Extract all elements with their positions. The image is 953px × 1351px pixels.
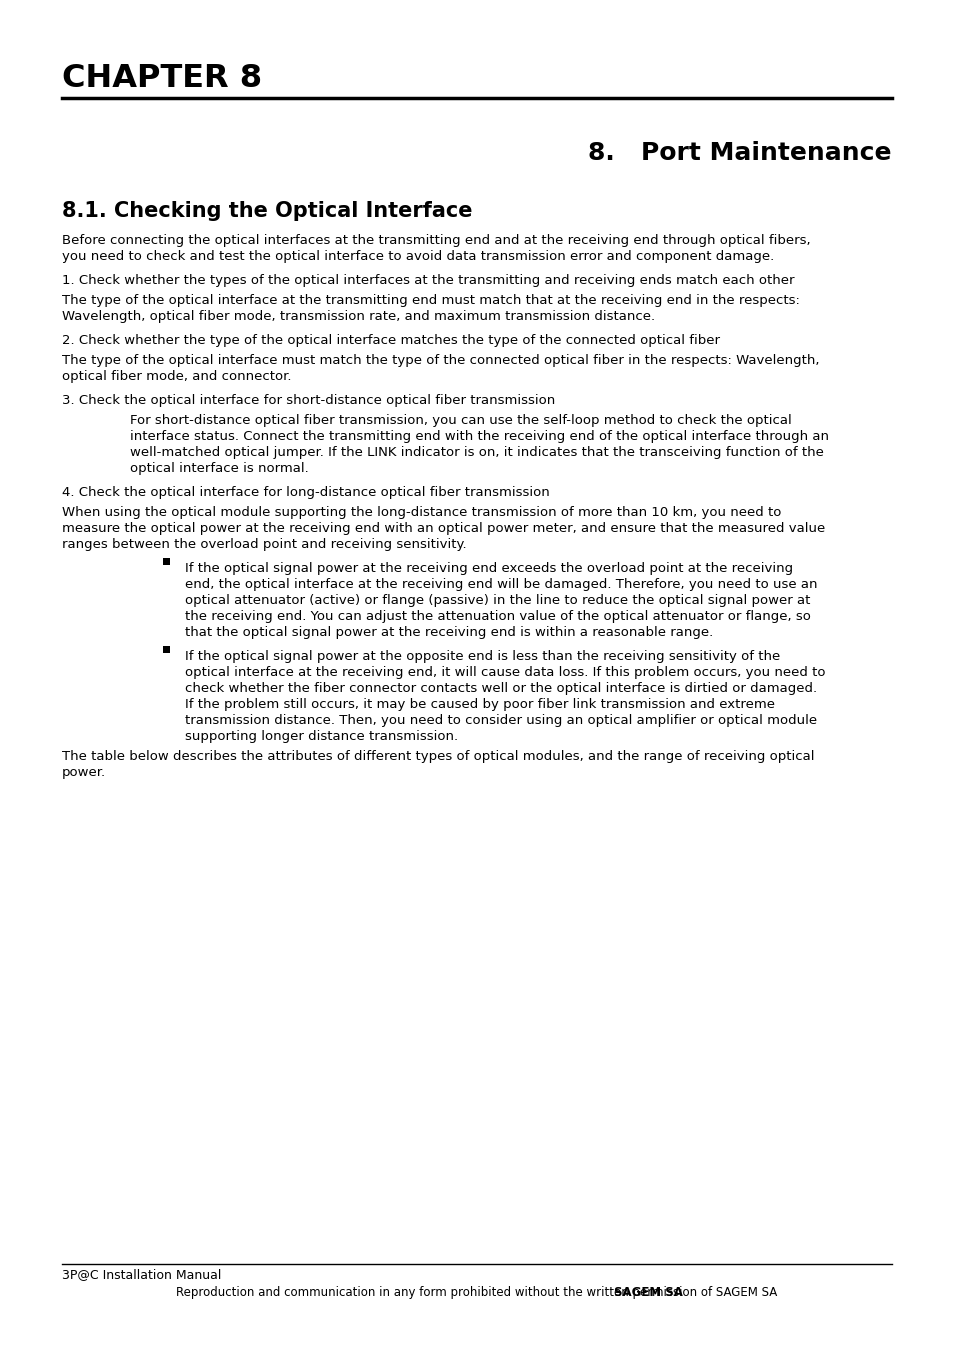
Text: Reproduction and communication in any form prohibited without the written permis: Reproduction and communication in any fo… (176, 1286, 777, 1300)
Text: you need to check and test the optical interface to avoid data transmission erro: you need to check and test the optical i… (62, 250, 774, 263)
Text: the receiving end. You can adjust the attenuation value of the optical attenuato: the receiving end. You can adjust the at… (185, 611, 810, 623)
Text: that the optical signal power at the receiving end is within a reasonable range.: that the optical signal power at the rec… (185, 626, 713, 639)
Text: 3. Check the optical interface for short-distance optical fiber transmission: 3. Check the optical interface for short… (62, 394, 555, 407)
Text: 1. Check whether the types of the optical interfaces at the transmitting and rec: 1. Check whether the types of the optica… (62, 274, 794, 286)
Text: The type of the optical interface must match the type of the connected optical f: The type of the optical interface must m… (62, 354, 819, 367)
Text: 4. Check the optical interface for long-distance optical fiber transmission: 4. Check the optical interface for long-… (62, 486, 549, 499)
Text: The table below describes the attributes of different types of optical modules, : The table below describes the attributes… (62, 750, 814, 763)
Text: If the problem still occurs, it may be caused by poor fiber link transmission an: If the problem still occurs, it may be c… (185, 698, 774, 711)
Text: transmission distance. Then, you need to consider using an optical amplifier or : transmission distance. Then, you need to… (185, 713, 817, 727)
Text: supporting longer distance transmission.: supporting longer distance transmission. (185, 730, 457, 743)
Bar (163, 646, 170, 653)
Text: When using the optical module supporting the long-distance transmission of more : When using the optical module supporting… (62, 507, 781, 519)
Text: If the optical signal power at the opposite end is less than the receiving sensi: If the optical signal power at the oppos… (185, 650, 780, 663)
Text: For short-distance optical fiber transmission, you can use the self-loop method : For short-distance optical fiber transmi… (130, 413, 791, 427)
Text: 8.   Port Maintenance: 8. Port Maintenance (588, 141, 891, 165)
Text: power.: power. (62, 766, 106, 780)
Text: 3P@C Installation Manual: 3P@C Installation Manual (62, 1269, 221, 1281)
Text: well-matched optical jumper. If the LINK indicator is on, it indicates that the : well-matched optical jumper. If the LINK… (130, 446, 823, 459)
Bar (163, 558, 170, 565)
Text: optical interface at the receiving end, it will cause data loss. If this problem: optical interface at the receiving end, … (185, 666, 824, 680)
Text: 8.1. Checking the Optical Interface: 8.1. Checking the Optical Interface (62, 201, 472, 222)
Text: Wavelength, optical fiber mode, transmission rate, and maximum transmission dist: Wavelength, optical fiber mode, transmis… (62, 309, 655, 323)
Text: CHAPTER 8: CHAPTER 8 (62, 63, 262, 95)
Text: Before connecting the optical interfaces at the transmitting end and at the rece: Before connecting the optical interfaces… (62, 234, 810, 247)
Text: optical interface is normal.: optical interface is normal. (130, 462, 309, 476)
Text: 2. Check whether the type of the optical interface matches the type of the conne: 2. Check whether the type of the optical… (62, 334, 720, 347)
Text: optical fiber mode, and connector.: optical fiber mode, and connector. (62, 370, 292, 382)
Text: interface status. Connect the transmitting end with the receiving end of the opt: interface status. Connect the transmitti… (130, 430, 828, 443)
Text: The type of the optical interface at the transmitting end must match that at the: The type of the optical interface at the… (62, 295, 799, 307)
Text: optical attenuator (active) or flange (passive) in the line to reduce the optica: optical attenuator (active) or flange (p… (185, 594, 809, 607)
Text: SAGEM SA: SAGEM SA (614, 1286, 682, 1300)
Text: If the optical signal power at the receiving end exceeds the overload point at t: If the optical signal power at the recei… (185, 562, 792, 576)
Text: ranges between the overload point and receiving sensitivity.: ranges between the overload point and re… (62, 538, 466, 551)
Text: end, the optical interface at the receiving end will be damaged. Therefore, you : end, the optical interface at the receiv… (185, 578, 817, 590)
Text: check whether the fiber connector contacts well or the optical interface is dirt: check whether the fiber connector contac… (185, 682, 817, 694)
Text: measure the optical power at the receiving end with an optical power meter, and : measure the optical power at the receivi… (62, 521, 824, 535)
